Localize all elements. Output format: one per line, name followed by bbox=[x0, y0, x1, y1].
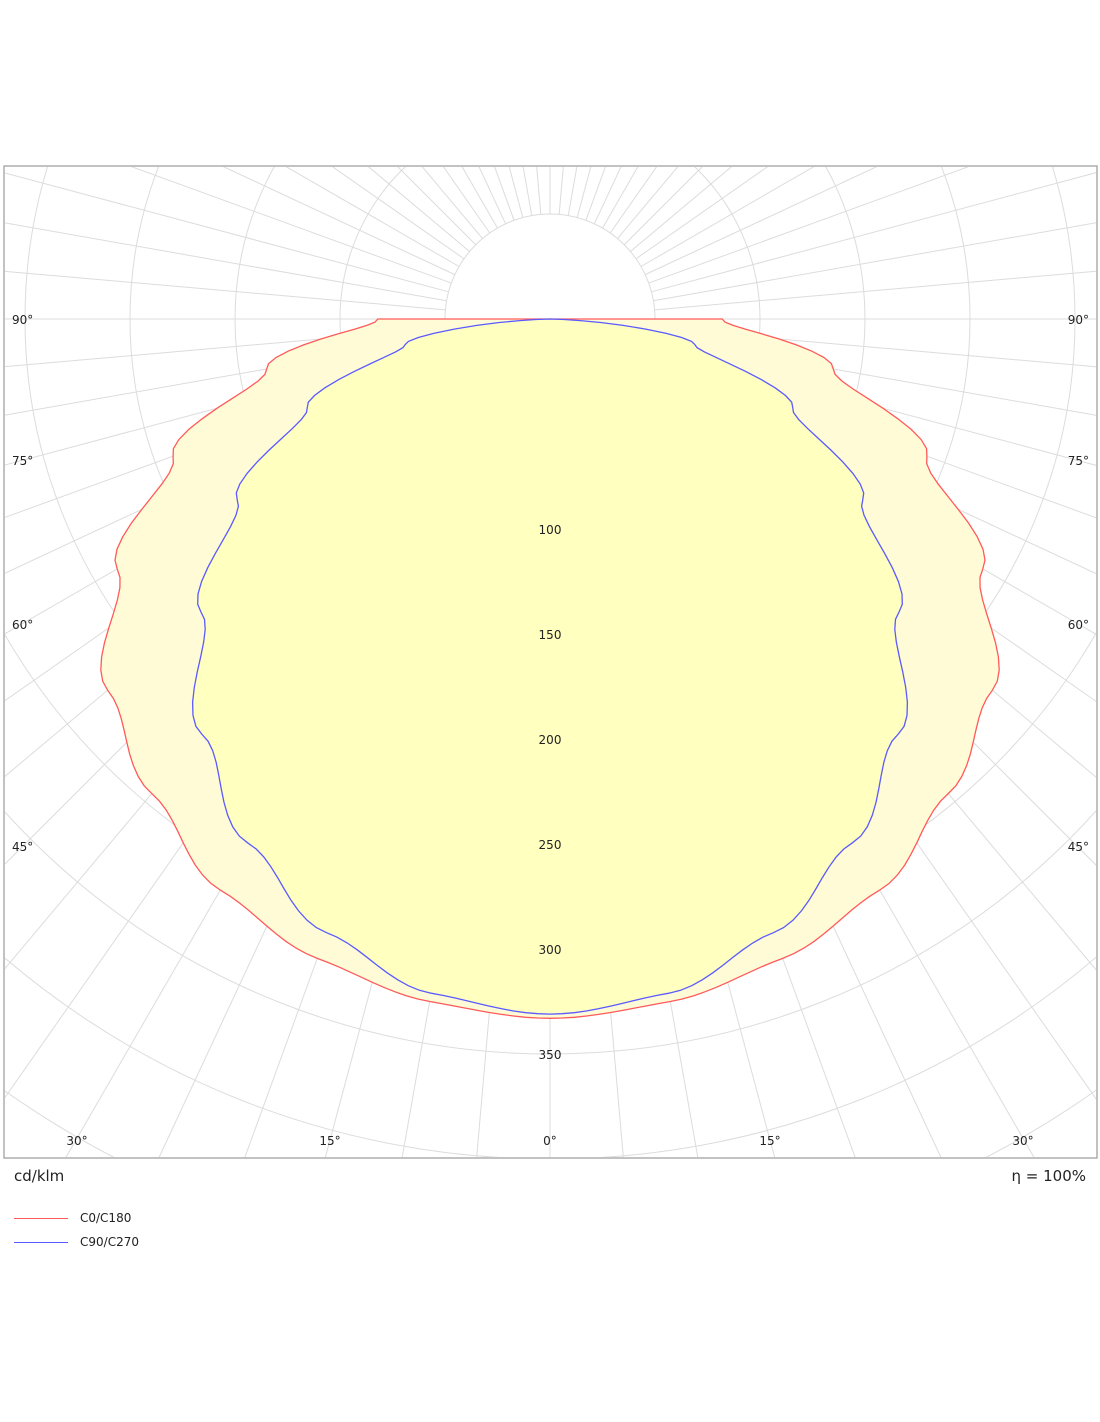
grid-ray-245 bbox=[222, 167, 456, 276]
grid-ray-125 bbox=[635, 167, 768, 260]
grid-ray-100 bbox=[653, 222, 1096, 302]
radial-tick-label-200: 200 bbox=[539, 733, 562, 747]
grid-ray-275 bbox=[5, 327, 446, 368]
angle-label-left-3: 45° bbox=[12, 840, 33, 854]
unit-label: cd/klm bbox=[14, 1167, 65, 1185]
grid-ray-165 bbox=[576, 167, 592, 218]
grid-ray-150 bbox=[602, 167, 639, 229]
grid-ray-235 bbox=[332, 167, 465, 260]
angle-label-left-2: 60° bbox=[12, 618, 33, 632]
grid-ray-155 bbox=[593, 167, 622, 225]
grid-ray-115 bbox=[644, 167, 878, 276]
grid-ray-190 bbox=[522, 167, 533, 216]
grid-ray-250 bbox=[130, 167, 452, 284]
grid-ray-195 bbox=[508, 167, 524, 218]
grid-ray-210 bbox=[461, 167, 498, 229]
angle-label-left-0: 90° bbox=[12, 313, 33, 327]
legend-item-c90: C90/C270 bbox=[14, 1230, 139, 1254]
legend-label-c90: C90/C270 bbox=[80, 1235, 139, 1249]
grid-ray-135 bbox=[623, 167, 703, 246]
angle-label-left-1: 75° bbox=[12, 454, 33, 468]
angle-label-bottom-0: 30° bbox=[66, 1134, 87, 1148]
grid-ray-240 bbox=[285, 167, 460, 267]
chart-labels: 100 150 200 250 300 350 30° 15° 0° 15° 30° 90° 90° 75… bbox=[12, 313, 1089, 1148]
grid-ray-225 bbox=[397, 167, 477, 246]
angle-label-bottom-4: 30° bbox=[1012, 1134, 1033, 1148]
grid-ray-260 bbox=[5, 222, 447, 302]
efficiency-label: η = 100% bbox=[1011, 1167, 1087, 1185]
grid-ray-85 bbox=[654, 327, 1096, 368]
radial-tick-label-250: 250 bbox=[539, 838, 562, 852]
angle-label-right-0: 90° bbox=[1068, 313, 1089, 327]
grid-ray-205 bbox=[478, 167, 507, 225]
grid-ray-140 bbox=[617, 167, 679, 239]
angle-label-bottom-3: 15° bbox=[759, 1134, 780, 1148]
radial-tick-label-300: 300 bbox=[539, 943, 562, 957]
plot-frame bbox=[3, 165, 1098, 1159]
grid-ray-185 bbox=[536, 167, 542, 215]
grid-ray-95 bbox=[654, 270, 1096, 311]
grid-ray-120 bbox=[640, 167, 815, 267]
angle-label-right-3: 45° bbox=[1068, 840, 1089, 854]
curve-c90-c270 bbox=[191, 318, 909, 1015]
radial-tick-label-100: 100 bbox=[539, 523, 562, 537]
legend-label-c0: C0/C180 bbox=[80, 1211, 132, 1225]
grid-ray-145 bbox=[609, 167, 658, 234]
radial-tick-label-350: 350 bbox=[539, 1048, 562, 1062]
angle-label-right-2: 60° bbox=[1068, 618, 1089, 632]
angle-label-right-1: 75° bbox=[1068, 454, 1089, 468]
legend-item-c0: C0/C180 bbox=[14, 1206, 139, 1230]
legend-swatch-c90 bbox=[14, 1241, 68, 1243]
radial-tick-label-150: 150 bbox=[539, 628, 562, 642]
grid-ray-175 bbox=[558, 167, 564, 215]
legend-swatch-c0 bbox=[14, 1217, 68, 1219]
curve-c0-c180 bbox=[100, 318, 1000, 1019]
legend: C0/C180 C90/C270 bbox=[14, 1206, 139, 1254]
grid-ray-265 bbox=[5, 270, 446, 311]
grid-ray-220 bbox=[421, 167, 483, 239]
angle-label-bottom-1: 15° bbox=[319, 1134, 340, 1148]
angle-label-bottom-2: 0° bbox=[543, 1134, 557, 1148]
intensity-fills bbox=[100, 319, 1000, 1019]
grid-ray-215 bbox=[442, 167, 491, 234]
intensity-curves bbox=[100, 318, 1000, 1019]
grid-ray-110 bbox=[648, 167, 970, 284]
grid-ray-255 bbox=[5, 172, 449, 293]
fill-c90-c270 bbox=[192, 319, 908, 1015]
grid-ray-170 bbox=[567, 167, 578, 216]
grid-ray-105 bbox=[651, 172, 1096, 293]
